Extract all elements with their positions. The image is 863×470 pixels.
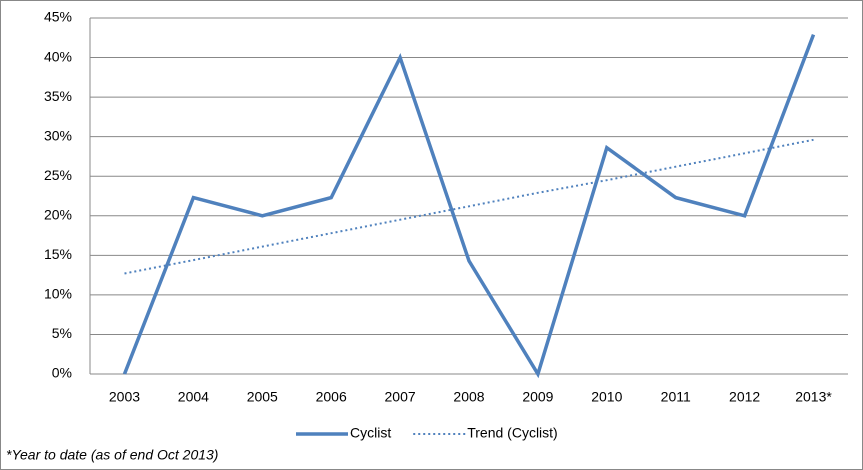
y-tick-label: 15% [44,246,72,262]
x-tick-label: 2009 [522,389,553,405]
y-tick-label: 0% [52,365,72,381]
x-tick-label: 2013* [795,389,832,405]
legend-label: Trend (Cyclist) [467,425,558,441]
y-tick-label: 35% [44,88,72,104]
x-tick-label: 2010 [591,389,622,405]
y-tick-label: 5% [52,325,72,341]
y-tick-label: 45% [44,9,72,25]
y-tick-label: 30% [44,127,72,143]
x-tick-label: 2004 [178,389,209,405]
x-tick-label: 2007 [385,389,416,405]
y-tick-label: 10% [44,286,72,302]
x-tick-label: 2006 [316,389,347,405]
series-line [124,138,814,275]
legend-label: Cyclist [350,425,391,441]
x-tick-label: 2003 [109,389,140,405]
y-tick-label: 20% [44,206,72,222]
x-tick-label: 2008 [453,389,484,405]
y-tick-label: 25% [44,167,72,183]
footnote: *Year to date (as of end Oct 2013) [6,447,218,463]
series-line [122,33,816,379]
y-tick-label: 40% [44,48,72,64]
x-tick-label: 2005 [247,389,278,405]
x-tick-label: 2011 [661,389,691,405]
x-tick-label: 2012 [729,389,760,405]
